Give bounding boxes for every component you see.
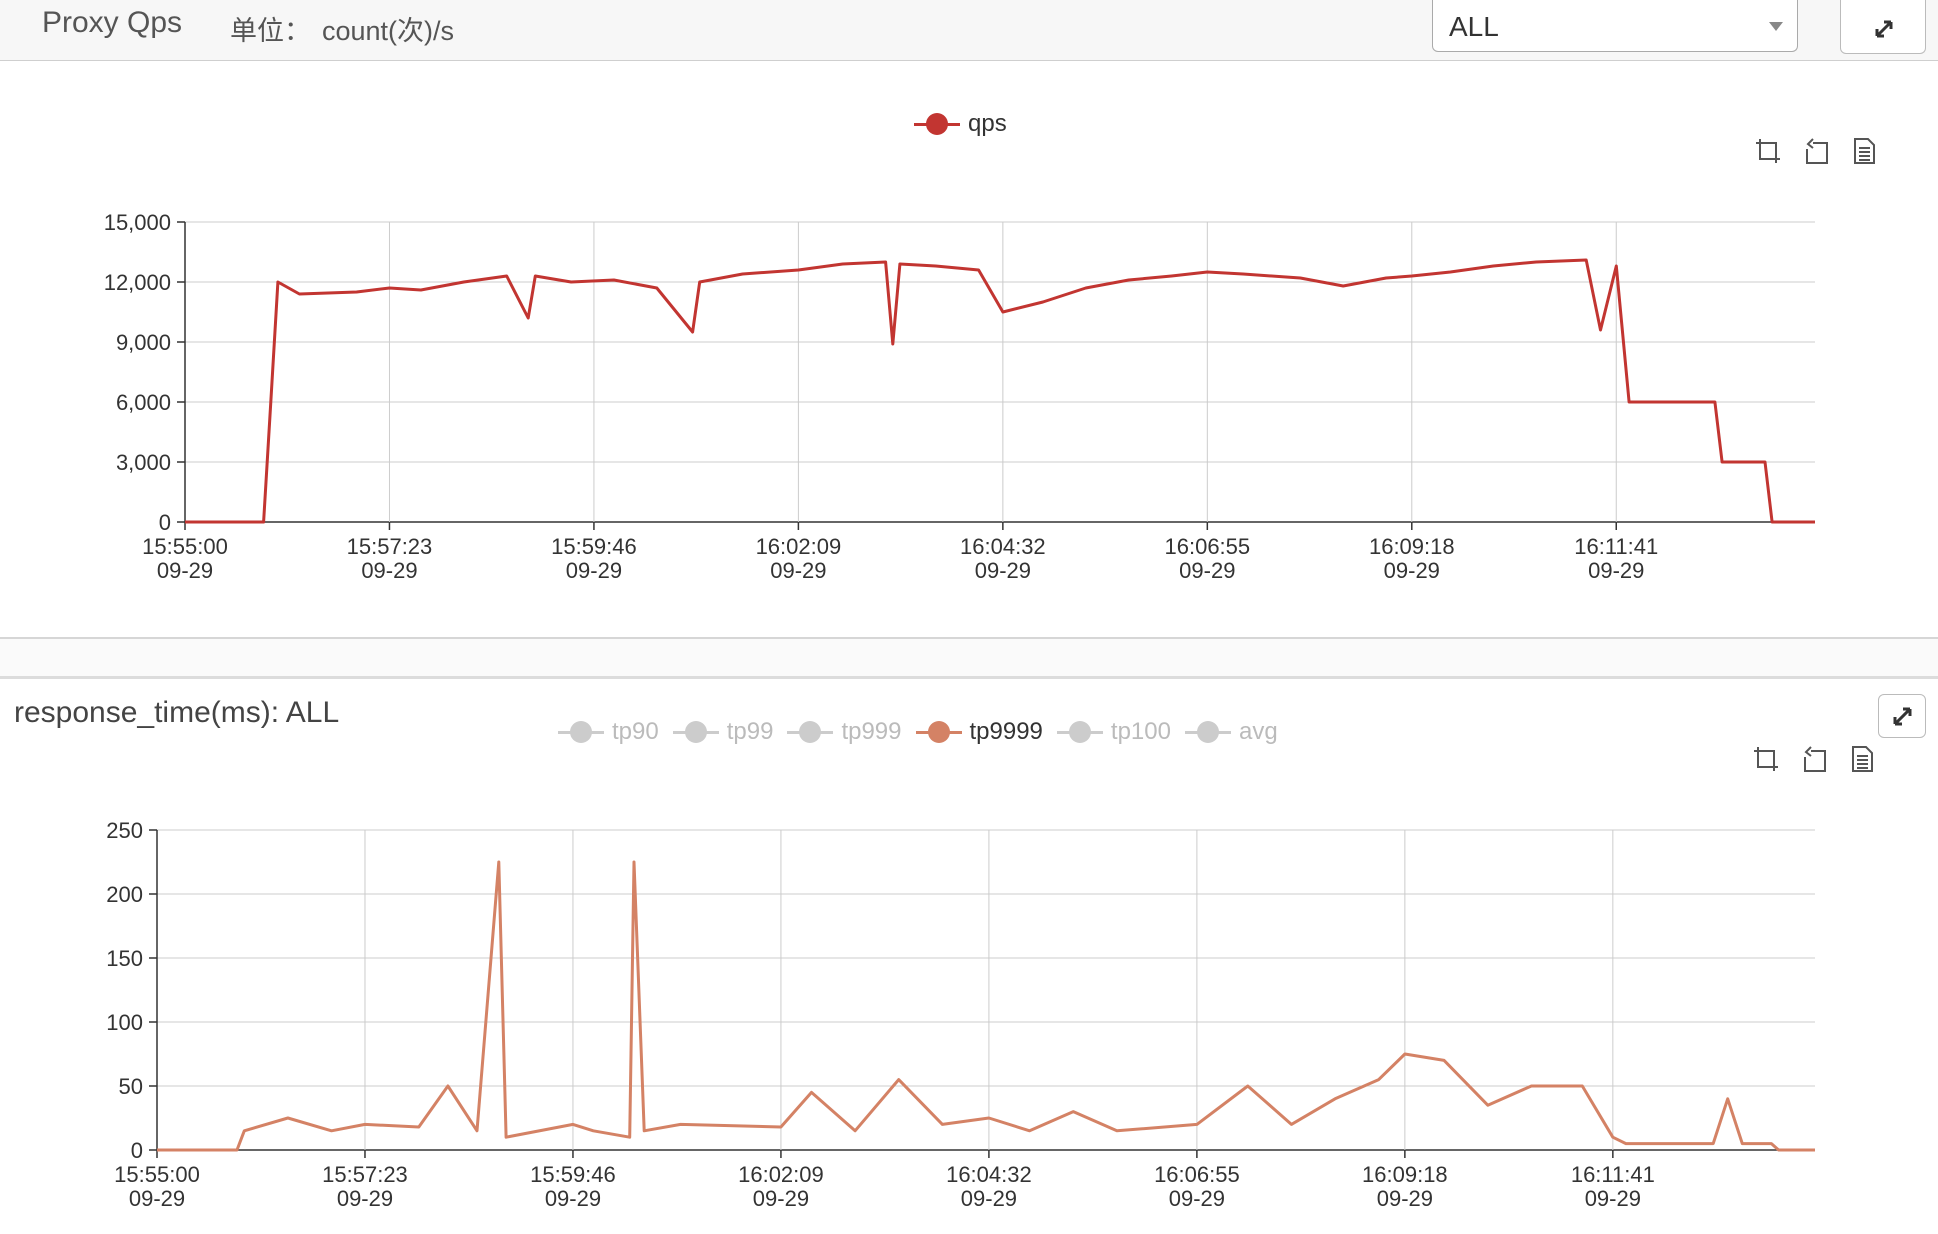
legend-label: tp99 bbox=[726, 718, 774, 745]
x-tick-time-label: 16:06:55 bbox=[1165, 534, 1251, 559]
x-tick-time-label: 16:04:32 bbox=[946, 1162, 1032, 1187]
legend-label: avg bbox=[1238, 718, 1278, 745]
qps-toolbox bbox=[1755, 137, 1877, 165]
x-tick-date-label: 09-29 bbox=[566, 558, 622, 583]
x-tick-date-label: 09-29 bbox=[1179, 558, 1235, 583]
expand-button[interactable] bbox=[1840, 0, 1926, 54]
y-tick-label: 150 bbox=[106, 946, 143, 971]
data-zoom-icon[interactable] bbox=[1753, 745, 1779, 773]
x-tick-time-label: 15:55:00 bbox=[114, 1162, 200, 1187]
legend-item-tp99[interactable]: tp99 bbox=[672, 718, 774, 746]
y-tick-label: 100 bbox=[106, 1010, 143, 1035]
x-tick-date-label: 09-29 bbox=[337, 1186, 393, 1211]
response-time-title: response_time(ms): ALL bbox=[14, 696, 340, 729]
x-tick-date-label: 09-29 bbox=[975, 558, 1031, 583]
x-tick-date-label: 09-29 bbox=[1585, 1186, 1641, 1211]
x-tick-date-label: 09-29 bbox=[1588, 558, 1644, 583]
data-view-icon[interactable] bbox=[1851, 137, 1877, 165]
data-zoom-icon[interactable] bbox=[1755, 137, 1781, 165]
legend-item-avg[interactable]: avg bbox=[1184, 718, 1278, 746]
legend-item-tp999[interactable]: tp999 bbox=[787, 718, 902, 746]
x-tick-date-label: 09-29 bbox=[545, 1186, 601, 1211]
y-tick-label: 250 bbox=[106, 818, 143, 843]
legend-marker bbox=[915, 719, 962, 745]
legend-item-tp90[interactable]: tp90 bbox=[558, 718, 659, 746]
panel-divider bbox=[0, 637, 1938, 679]
rt-legend: tp90 tp99 tp999 tp9999 tp100 avg bbox=[558, 718, 1278, 746]
legend-marker bbox=[558, 719, 604, 745]
legend-item-qps[interactable]: qps bbox=[914, 110, 1007, 138]
x-tick-time-label: 16:02:09 bbox=[756, 534, 842, 559]
x-tick-date-label: 09-29 bbox=[1384, 558, 1440, 583]
x-tick-time-label: 16:11:41 bbox=[1571, 1162, 1655, 1187]
restore-icon[interactable] bbox=[1801, 745, 1827, 773]
x-tick-time-label: 16:02:09 bbox=[738, 1162, 824, 1187]
unit-value: count(次)/s bbox=[322, 16, 455, 46]
x-tick-time-label: 16:04:32 bbox=[960, 534, 1046, 559]
legend-label: qps bbox=[968, 110, 1007, 137]
x-tick-date-label: 09-29 bbox=[753, 1186, 809, 1211]
legend-marker-qps bbox=[914, 111, 960, 137]
legend-label: tp90 bbox=[612, 718, 659, 745]
x-tick-time-label: 16:09:18 bbox=[1362, 1162, 1448, 1187]
y-tick-label: 6,000 bbox=[116, 390, 171, 415]
y-tick-label: 12,000 bbox=[104, 270, 171, 295]
legend-marker bbox=[787, 719, 834, 745]
x-tick-time-label: 15:57:23 bbox=[347, 534, 433, 559]
legend-label: tp999 bbox=[841, 718, 902, 745]
legend-marker bbox=[1056, 719, 1103, 745]
series-line-qps bbox=[185, 258, 1815, 524]
series-line-tp9999 bbox=[157, 860, 1815, 1152]
y-tick-label: 9,000 bbox=[116, 330, 171, 355]
legend-label: tp100 bbox=[1110, 718, 1171, 745]
restore-icon[interactable] bbox=[1803, 137, 1829, 165]
x-tick-date-label: 09-29 bbox=[770, 558, 826, 583]
qps-chart: 03,0006,0009,00012,00015,00015:55:0009-2… bbox=[104, 210, 1815, 583]
rt-toolbox bbox=[1753, 745, 1875, 773]
scope-select[interactable]: ALL bbox=[1432, 0, 1798, 52]
x-tick-time-label: 15:59:46 bbox=[530, 1162, 616, 1187]
y-tick-label: 0 bbox=[159, 510, 171, 535]
y-tick-label: 15,000 bbox=[104, 210, 171, 235]
x-tick-date-label: 09-29 bbox=[1169, 1186, 1225, 1211]
y-tick-label: 200 bbox=[106, 882, 143, 907]
panel-header: Proxy Qps 单位： count(次)/s ALL bbox=[0, 0, 1938, 61]
expand-arrows-icon bbox=[1893, 707, 1912, 726]
x-tick-time-label: 16:11:41 bbox=[1574, 534, 1658, 559]
response-time-chart: 05010015020025015:55:0009-2915:57:2309-2… bbox=[106, 818, 1815, 1211]
legend-item-tp100[interactable]: tp100 bbox=[1056, 718, 1171, 746]
expand-arrows-icon bbox=[1875, 20, 1893, 38]
x-tick-date-label: 09-29 bbox=[361, 558, 417, 583]
y-tick-label: 0 bbox=[131, 1138, 143, 1163]
legend-marker bbox=[1184, 719, 1231, 745]
x-tick-date-label: 09-29 bbox=[157, 558, 213, 583]
panel-title: Proxy Qps bbox=[42, 6, 183, 39]
legend-marker bbox=[672, 719, 719, 745]
x-tick-date-label: 09-29 bbox=[961, 1186, 1017, 1211]
x-tick-time-label: 16:06:55 bbox=[1154, 1162, 1240, 1187]
data-view-icon[interactable] bbox=[1849, 745, 1875, 773]
qps-legend: qps bbox=[914, 110, 1007, 138]
legend-item-tp9999[interactable]: tp9999 bbox=[915, 718, 1043, 746]
x-tick-date-label: 09-29 bbox=[129, 1186, 185, 1211]
legend-label: tp9999 bbox=[969, 718, 1043, 745]
unit-label: 单位： bbox=[230, 16, 311, 46]
rt-expand-button[interactable] bbox=[1878, 694, 1926, 738]
scope-select-value: ALL bbox=[1449, 11, 1499, 42]
y-tick-label: 3,000 bbox=[116, 450, 171, 475]
y-tick-label: 50 bbox=[119, 1074, 143, 1099]
x-tick-time-label: 16:09:18 bbox=[1369, 534, 1455, 559]
x-tick-time-label: 15:57:23 bbox=[322, 1162, 408, 1187]
chevron-down-icon bbox=[1769, 22, 1783, 31]
x-tick-time-label: 15:59:46 bbox=[551, 534, 637, 559]
x-tick-time-label: 15:55:00 bbox=[142, 534, 228, 559]
x-tick-date-label: 09-29 bbox=[1377, 1186, 1433, 1211]
